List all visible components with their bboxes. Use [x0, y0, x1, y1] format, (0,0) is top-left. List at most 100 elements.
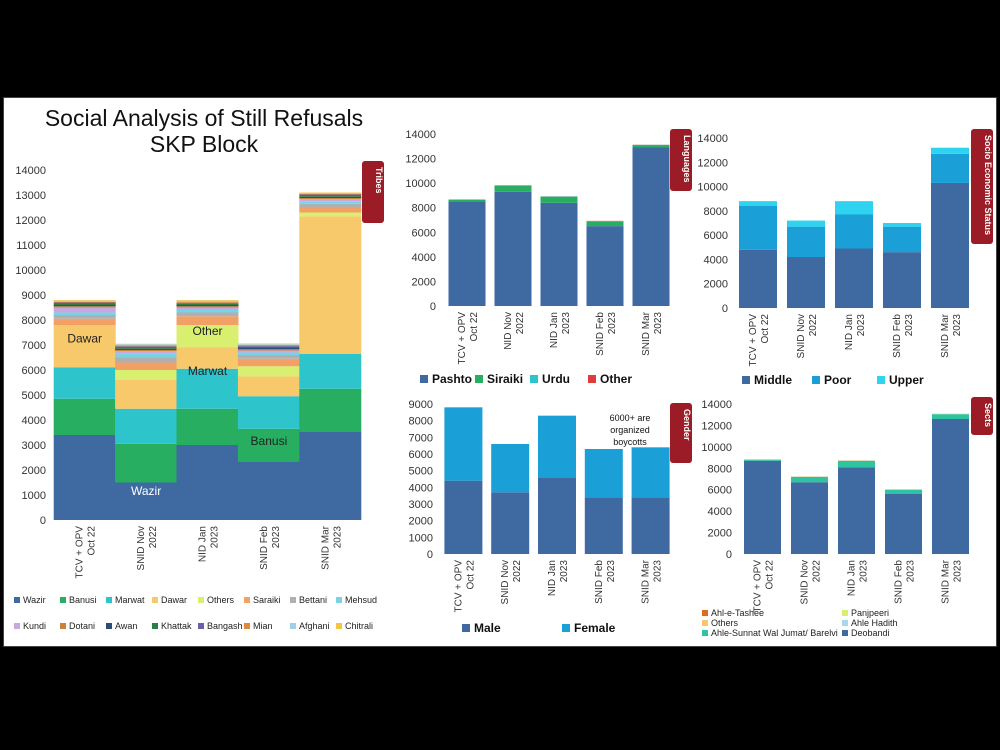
legend-label: Others [207, 595, 235, 605]
y-tick-label: 11000 [16, 240, 46, 252]
x-tick-label: TCV + OPVOct 22 [75, 526, 98, 579]
bar-saraiki [299, 207, 362, 213]
bar-saraiki [115, 362, 178, 370]
bar-dawar [53, 325, 116, 368]
bar-bettani [176, 312, 239, 317]
chart-tab [670, 403, 692, 463]
bar-upper [835, 201, 873, 215]
bar-middle [835, 248, 873, 308]
slide: Social Analysis of Still Refusals SKP Bl… [3, 97, 997, 647]
y-tick-label: 0 [40, 515, 46, 527]
bar-label: Banusi [251, 434, 288, 448]
bar-ahle-sunnat-wal-jumat-barelvi [838, 460, 875, 468]
y-tick-label: 8000 [708, 463, 732, 475]
chart-tab-label: Tribes [374, 167, 384, 194]
bar-dotani [299, 198, 362, 200]
y-tick-label: 1000 [22, 490, 46, 502]
bar-bangash [115, 346, 178, 348]
bar-marwat [115, 408, 178, 444]
x-tick-label: SNID Feb2023 [892, 314, 915, 358]
bar-dawar [115, 380, 178, 409]
legend-label: Upper [889, 373, 924, 387]
bar-others [237, 366, 300, 377]
legend-swatch [702, 620, 708, 626]
bar-others [176, 325, 239, 348]
y-tick-label: 3000 [409, 499, 433, 511]
legend-label: Mehsud [345, 595, 377, 605]
bar-mehsud [176, 310, 239, 313]
bar-dotani [53, 306, 116, 308]
bar-mian [237, 345, 300, 346]
bar-afghani [176, 300, 239, 302]
bar-male [584, 497, 623, 554]
bar-saraiki [53, 318, 116, 325]
bar-banusi [299, 388, 362, 432]
chart-tab [670, 129, 692, 191]
bar-banusi [115, 443, 178, 483]
x-tick-label: SNID Mar2023 [641, 559, 664, 604]
bar-kundi [176, 307, 239, 310]
chart-tab-label: Socio Economic Status [983, 135, 993, 235]
legend-swatch [336, 597, 342, 603]
bar-wazir [53, 435, 116, 520]
legend-label: Kundi [23, 621, 46, 631]
chart-tab-label: Languages [682, 135, 692, 183]
bar-deobandi [885, 494, 922, 554]
y-tick-label: 14000 [701, 399, 732, 411]
chart-socio: 0 2000 4000 6000 8000 10000 12000 14000 TCV + OP… [697, 129, 993, 387]
legend-swatch [290, 597, 296, 603]
y-tick-label: 0 [427, 549, 433, 561]
y-tick-label: 1000 [409, 532, 433, 544]
bar-female [584, 449, 623, 498]
x-tick-label: SNID Mar2023 [641, 311, 664, 356]
legend-label: Pashto [432, 372, 472, 386]
bar-kundi [237, 350, 300, 353]
bar-awan [53, 305, 116, 307]
bar-afghani [115, 344, 178, 346]
legend-swatch [14, 597, 20, 603]
x-tick-label: SNID Feb2023 [595, 312, 618, 356]
annotation-text: boycotts [613, 437, 647, 447]
x-tick-label: NID Nov2022 [503, 312, 526, 350]
chart-tab-label: Gender [682, 409, 692, 441]
legend-label: Ahle-Sunnat Wal Jumat/ Barelvi [711, 628, 838, 638]
bar-pashto [448, 201, 486, 306]
x-tick-label: SNID Nov2022 [136, 526, 159, 571]
bar-wazir [299, 431, 362, 520]
legend-swatch [702, 630, 708, 636]
y-tick-label: 8000 [22, 315, 46, 327]
bar-mian [53, 301, 116, 303]
bar-dawar [237, 376, 300, 397]
legend-label: Bangash [207, 621, 243, 631]
chart-tribes: 0 1000 2000 3000 4000 5000 6000 7000 8000 9000 100… [14, 161, 384, 631]
bar-ahle-sunnat-wal-jumat-barelvi [885, 489, 922, 494]
bar-bettani [237, 355, 300, 359]
x-tick-label: NID Jan2023 [198, 526, 221, 563]
x-tick-label: SNID Mar2023 [320, 525, 343, 570]
y-tick-label: 2000 [708, 528, 732, 540]
x-tick-label: TCV + OPVOct 22 [753, 560, 776, 613]
y-tick-label: 5000 [22, 390, 46, 402]
legend-label: Awan [115, 621, 137, 631]
y-tick-label: 14000 [697, 133, 728, 145]
bar-wazir [176, 445, 239, 520]
bar-siraiki [448, 199, 486, 202]
chart-sects: 0 2000 4000 6000 8000 10000 12000 14000 TCV + OP… [701, 397, 993, 638]
legend-label: Panjpeeri [851, 608, 889, 618]
bar-banusi [53, 398, 116, 435]
legend-swatch [842, 630, 848, 636]
x-tick-label: SNID Feb2023 [894, 560, 917, 604]
legend-label: Ahle Hadith [851, 618, 898, 628]
legend-label: Male [474, 621, 501, 635]
x-tick-label: TCV + OPVOct 22 [453, 560, 476, 613]
y-tick-label: 12000 [15, 215, 46, 227]
bar-female [631, 447, 670, 498]
bar-awan [176, 305, 239, 307]
legend-swatch [106, 623, 112, 629]
bar-others [115, 370, 178, 380]
bar-siraiki [632, 145, 670, 148]
chart-languages: 0 2000 4000 6000 8000 10000 12000 14000 TCV + OP… [405, 129, 692, 386]
bar-pashto [494, 191, 532, 306]
dashboard-title-line-2: SKP Block [150, 131, 259, 157]
legend-label: Middle [754, 373, 792, 387]
